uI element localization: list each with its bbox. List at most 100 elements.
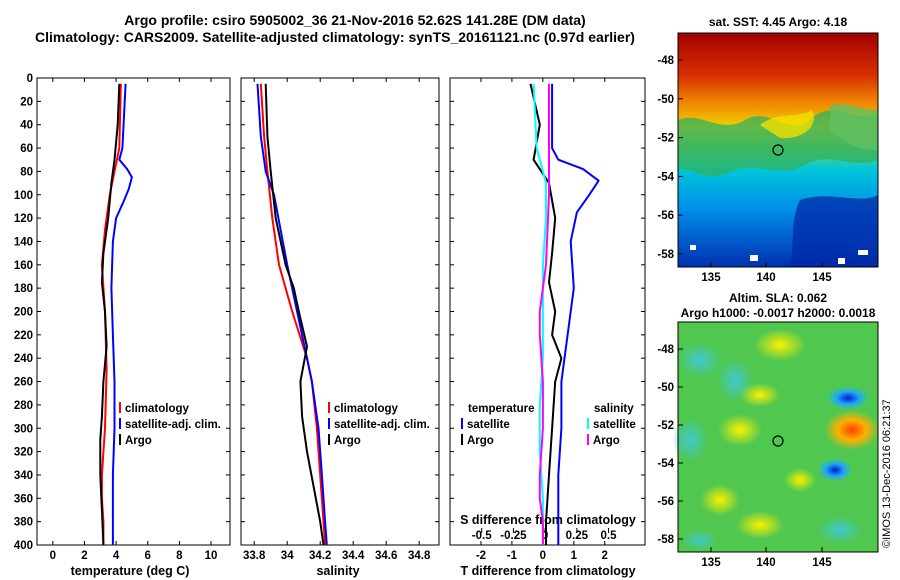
depth-tick-label: 280 — [14, 400, 33, 412]
depth-tick-label: 20 — [20, 96, 33, 108]
sla-low-anomaly — [672, 418, 708, 462]
map-lat-label: -52 — [657, 420, 674, 432]
sla-high-anomaly — [824, 410, 880, 450]
secondary-x-tick-label: -0.25 — [500, 530, 527, 542]
salinity-legend: climatology satellite-adj. clim. Argo — [328, 402, 430, 447]
map-lon-label: 135 — [701, 557, 721, 569]
sst-x-ticks: 135 140 145 — [701, 262, 832, 284]
legend-s-argo-label: Argo — [593, 435, 620, 447]
depth-tick-label: 260 — [14, 377, 33, 389]
sst-cloud-gap — [690, 245, 696, 250]
secondary-x-axis-label: S difference from climatology — [460, 513, 636, 527]
series-line-satellite-adj-clim- — [110, 83, 133, 545]
x-tick-label: 6 — [145, 550, 151, 562]
legend-s-satellite-label: satellite — [593, 419, 636, 431]
sst-map-frame — [677, 32, 879, 268]
sst-warm-eddy — [760, 110, 814, 139]
series-line-argo — [529, 83, 563, 545]
plot-frame — [449, 77, 646, 546]
depth-tick-label: 360 — [14, 493, 33, 505]
legend-satellite-label: satellite-adj. clim. — [334, 419, 430, 431]
sst-map-title: sat. SST: 4.45 Argo: 4.18 — [709, 15, 848, 29]
depth-tick-label: 380 — [14, 517, 33, 529]
series-line-argo — [264, 83, 325, 546]
series-line-argo — [538, 83, 550, 545]
map-lon-label: 140 — [756, 557, 775, 569]
title-line-2: Climatology: CARS2009. Satellite-adjuste… — [35, 29, 635, 45]
sla-high-anomaly — [718, 414, 762, 446]
map-lat-label: -56 — [657, 210, 674, 222]
sst-cloud-gap — [750, 255, 758, 261]
sla-low-anomaly — [817, 458, 853, 482]
map-lat-label: -58 — [657, 249, 674, 261]
x-tick-label: 0 — [540, 550, 546, 562]
x-tick-label: 34.8 — [408, 550, 431, 562]
depth-tick-label: 140 — [14, 236, 33, 248]
depth-tick-label: 320 — [14, 447, 33, 459]
x-tick-label: 34.4 — [342, 550, 365, 562]
legend-argo-label: Argo — [334, 435, 361, 447]
x-axis-label: T difference from climatology — [460, 564, 635, 578]
secondary-x-tick-label: 0.5 — [601, 530, 618, 542]
map-lat-label: -56 — [657, 496, 674, 508]
sst-map: sat. SST: 4.45 Argo: 4.18 -48 -50 -52 -54 -5… — [657, 15, 879, 284]
credit-timestamp: ©IMOS 13-Dec-2016 06:21:37 — [881, 399, 893, 548]
legend-argo-label: Argo — [125, 435, 152, 447]
depth-tick-label: 0 — [27, 73, 33, 85]
x-axis-label: temperature (deg C) — [71, 564, 190, 578]
depth-tick-label: 400 — [14, 540, 33, 552]
sla-x-ticks: 135 140 145 — [701, 547, 832, 569]
sla-map-title-1: Altim. SLA: 0.062 — [729, 291, 827, 305]
x-tick-label: 33.8 — [243, 550, 266, 562]
sla-low-anomaly — [818, 516, 862, 544]
x-tick-label: 34.6 — [375, 550, 397, 562]
sst-front-band — [678, 110, 878, 177]
depth-tick-label: 220 — [14, 330, 33, 342]
sla-high-anomaly — [784, 468, 816, 492]
map-lat-label: -50 — [657, 382, 674, 394]
sla-high-anomaly — [740, 383, 780, 407]
series-line-satellite — [551, 83, 600, 545]
x-tick-label: -1 — [507, 550, 518, 562]
map-lat-label: -54 — [657, 458, 674, 470]
x-tick-label: 4 — [113, 550, 120, 562]
x-axis-label: salinity — [316, 564, 359, 578]
depth-tick-label: 240 — [14, 353, 33, 365]
sla-high-anomaly — [754, 329, 806, 361]
depth-tick-label: 80 — [20, 166, 33, 178]
difference-legend: temperature satellite Argo salinity sate… — [461, 403, 636, 447]
depth-tick-label: 60 — [20, 143, 33, 155]
sst-cloud-gap — [838, 258, 845, 264]
legend-t-argo-label: Argo — [467, 435, 494, 447]
sst-argo-location-marker — [772, 144, 784, 156]
sla-y-ticks: -48 -50 -52 -54 -56 -58 — [657, 344, 683, 546]
map-lat-label: -54 — [657, 171, 674, 183]
sla-high-anomaly — [736, 511, 784, 539]
legend-temperature-title: temperature — [468, 403, 534, 415]
difference-panel: -2 -1 0 1 2 T difference from climatology S di… — [449, 77, 646, 578]
map-lon-label: 145 — [812, 557, 832, 569]
sla-low-anomaly — [682, 530, 718, 550]
series-line-argo — [99, 83, 121, 546]
series-line-satellite-adj-clim- — [256, 83, 328, 546]
legend-climatology-label: climatology — [125, 403, 190, 415]
sla-low-anomaly — [678, 342, 722, 378]
series-line-climatology — [259, 83, 327, 546]
map-lat-label: -52 — [657, 133, 674, 145]
temperature-panel: 0204060801001201401601802002202402602803… — [14, 73, 231, 578]
sla-map-title-2: Argo h1000: -0.0017 h2000: 0.0018 — [681, 306, 876, 320]
legend-satellite-label: satellite-adj. clim. — [125, 419, 221, 431]
x-tick-label: 2 — [81, 550, 87, 562]
depth-tick-label: 340 — [14, 470, 33, 482]
legend-salinity-title: salinity — [594, 403, 634, 415]
x-tick-label: 0 — [50, 550, 56, 562]
depth-tick-label: 200 — [14, 307, 33, 319]
x-tick-label: 1 — [571, 550, 578, 562]
depth-tick-label: 160 — [14, 260, 33, 272]
map-lon-label: 140 — [756, 272, 775, 284]
sla-map-frame — [677, 321, 879, 553]
map-lat-label: -58 — [657, 534, 674, 546]
sst-mixing-patch — [830, 103, 878, 151]
depth-tick-label: 100 — [14, 190, 33, 202]
map-lat-label: -50 — [657, 94, 674, 106]
